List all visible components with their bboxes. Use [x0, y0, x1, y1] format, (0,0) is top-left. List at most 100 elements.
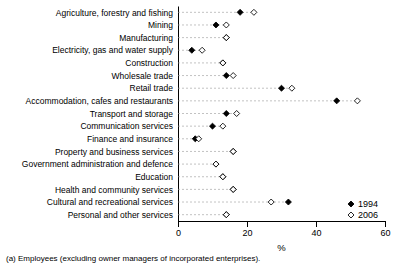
dot: [230, 186, 236, 192]
dot: [189, 47, 195, 53]
x-tick: 20: [242, 221, 252, 238]
dot: [220, 123, 226, 129]
legend-symbol: [348, 201, 354, 207]
legend-label: 1994: [358, 199, 378, 209]
x-tick-mark: [385, 221, 386, 227]
dot: [334, 98, 340, 104]
y-tick: Accommodation, cafes and restaurants: [26, 96, 178, 106]
legend-item: 1994: [348, 199, 378, 209]
x-tick-label: 60: [380, 228, 390, 238]
y-tick-label: Wholesale trade: [112, 71, 174, 81]
y-tick-label: Manufacturing: [119, 33, 173, 43]
x-axis-title: %: [277, 242, 286, 253]
dot: [223, 35, 229, 41]
x-axis: 0 20 40 60: [176, 221, 391, 238]
dot: [237, 9, 243, 15]
leader-line: [178, 176, 223, 177]
x-tick: 0: [176, 221, 181, 238]
y-tick: Education: [135, 172, 178, 182]
y-tick: Finance and insurance: [87, 134, 178, 144]
y-tick-label: Electricity, gas and water supply: [52, 45, 174, 55]
y-tick-label: Cultural and recreational services: [47, 197, 173, 207]
dot: [220, 60, 226, 66]
leader-line: [178, 88, 292, 89]
y-tick: Government administration and defence: [22, 159, 178, 169]
dot: [268, 199, 274, 205]
dot: [234, 111, 240, 117]
dot: [223, 111, 229, 117]
dot: [213, 22, 219, 28]
x-tick-label: 20: [242, 228, 252, 238]
dot: [285, 199, 291, 205]
dot: [220, 60, 226, 66]
y-tick: Retail trade: [130, 83, 178, 93]
y-axis: Agriculture, forestry and fishing Mining M…: [22, 7, 179, 222]
leader-line: [178, 126, 223, 127]
y-tick: Wholesale trade: [112, 71, 178, 81]
leader-line: [178, 62, 223, 63]
dot: [289, 85, 295, 91]
leader-line: [178, 164, 216, 165]
dot: [251, 9, 257, 15]
y-tick: Cultural and recreational services: [47, 197, 178, 207]
dot: [196, 136, 202, 142]
x-tick-mark: [178, 221, 179, 227]
y-tick-label: Health and community services: [55, 185, 173, 195]
y-tick-label: Agriculture, forestry and fishing: [56, 8, 173, 18]
leader-line: [178, 151, 233, 152]
marks: [178, 9, 360, 217]
dot: [230, 186, 236, 192]
y-tick-label: Accommodation, cafes and restaurants: [26, 96, 173, 106]
y-tick: Construction: [125, 58, 178, 68]
dot: [220, 174, 226, 180]
y-tick-label: Education: [135, 172, 173, 182]
leader-line: [178, 214, 226, 215]
x-axis-line: [179, 222, 386, 228]
dot: [223, 73, 229, 79]
dot: [209, 123, 215, 129]
legend-label: 2006: [358, 210, 378, 220]
dot: [354, 98, 360, 104]
x-tick-mark: [316, 221, 317, 227]
y-tick: Communication services: [80, 121, 178, 131]
plot-area: 0 20 40 60 Agriculture, forestry and fishing…: [22, 7, 391, 239]
leader-line: [178, 100, 357, 101]
y-tick-label: Mining: [148, 20, 173, 30]
legend: 19942006: [348, 199, 378, 220]
leader-line: [178, 37, 226, 38]
y-tick-label: Finance and insurance: [87, 134, 173, 144]
dot: [223, 212, 229, 218]
y-tick-label: Transport and storage: [90, 109, 174, 119]
y-tick: Agriculture, forestry and fishing: [56, 8, 178, 18]
y-tick-label: Personal and other services: [68, 210, 173, 220]
dot: [230, 148, 236, 154]
legend-symbol: [348, 212, 354, 218]
x-tick-label: 0: [176, 228, 181, 238]
y-tick: Manufacturing: [119, 33, 178, 43]
footnote: (a) Employees (excluding owner managers …: [6, 254, 260, 263]
y-tick: Personal and other services: [68, 210, 178, 220]
dot: [223, 212, 229, 218]
dot: [199, 47, 205, 53]
dot: [213, 161, 219, 167]
dot: [223, 22, 229, 28]
y-tick: Transport and storage: [90, 109, 178, 119]
leader-line: [178, 189, 233, 190]
y-tick-label: Property and business services: [55, 147, 173, 157]
dot: [223, 35, 229, 41]
y-tick: Electricity, gas and water supply: [52, 45, 178, 55]
legend-item: 2006: [348, 210, 378, 220]
y-tick: Health and community services: [55, 185, 178, 195]
x-tick-mark: [247, 221, 248, 227]
dot: [230, 73, 236, 79]
chart: 0 20 40 60 Agriculture, forestry and fishing…: [0, 0, 397, 265]
y-tick-label: Retail trade: [130, 83, 174, 93]
dot: [230, 148, 236, 154]
x-tick: 40: [311, 221, 321, 238]
dot: [213, 161, 219, 167]
dot: [278, 85, 284, 91]
x-tick-label: 40: [311, 228, 321, 238]
y-tick: Mining: [148, 20, 178, 30]
y-tick: Property and business services: [55, 147, 178, 157]
y-tick-label: Construction: [125, 58, 173, 68]
